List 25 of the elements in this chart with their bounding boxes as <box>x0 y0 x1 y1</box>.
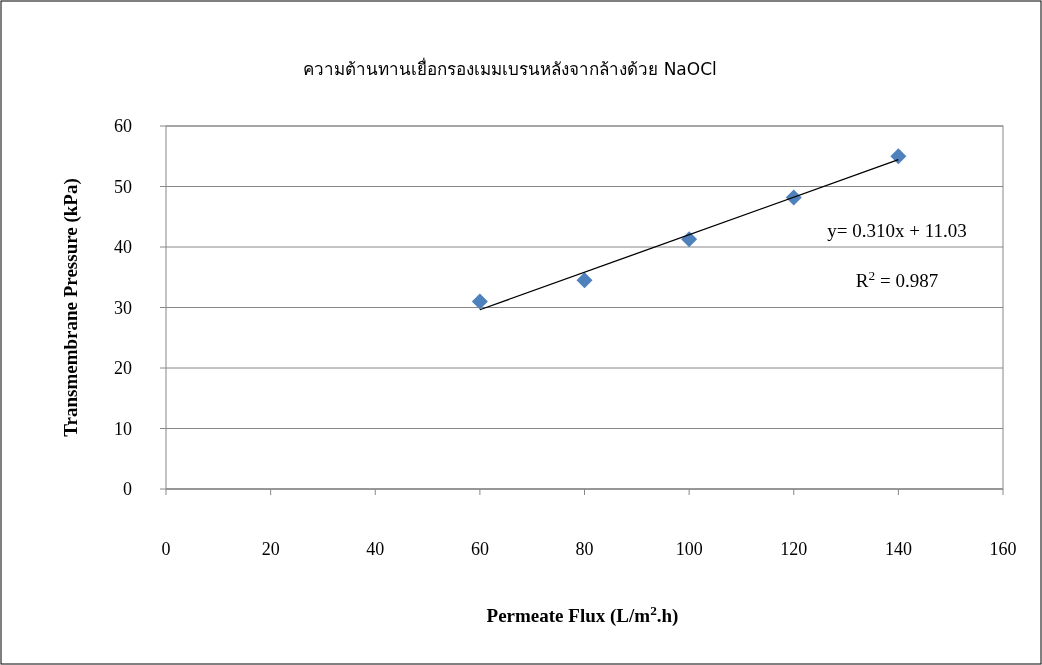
x-tick-label: 160 <box>989 539 1017 559</box>
x-tick-label: 0 <box>161 539 171 559</box>
x-tick-label: 60 <box>470 539 489 559</box>
x-tick-label: 80 <box>575 539 594 559</box>
chart-title: ความต้านทานเยื่อกรองเมมเบรนหลังจากล้างด้วย NaOCl <box>303 57 717 79</box>
y-tick-label: 30 <box>114 297 132 318</box>
point <box>890 148 907 165</box>
x-tick-label: 100 <box>675 539 703 559</box>
x-tick-label: 20 <box>261 539 280 559</box>
x-tick-label: 40 <box>366 539 385 559</box>
x-tick-label: 140 <box>884 539 912 559</box>
y-axis-title: Transmembrane Pressure (kPa) <box>60 178 82 437</box>
annotation: y= 0.310x + 11.03 <box>827 220 967 241</box>
y-tick-label: 50 <box>114 176 132 197</box>
x-tick-label: 120 <box>780 539 808 559</box>
point <box>471 293 488 310</box>
y-tick-label: 10 <box>114 418 132 439</box>
point <box>681 231 698 248</box>
y-tick-label: 60 <box>114 116 132 136</box>
y-tick-label: 0 <box>123 479 132 499</box>
point <box>576 272 593 289</box>
x-axis-title: Permeate Flux (L/m$^{2}$.h) <box>486 602 679 627</box>
annotation: R$^{2}$ = 0.987 <box>855 267 939 291</box>
y-tick-label: 40 <box>114 237 132 257</box>
y-tick-label: 20 <box>114 358 132 378</box>
